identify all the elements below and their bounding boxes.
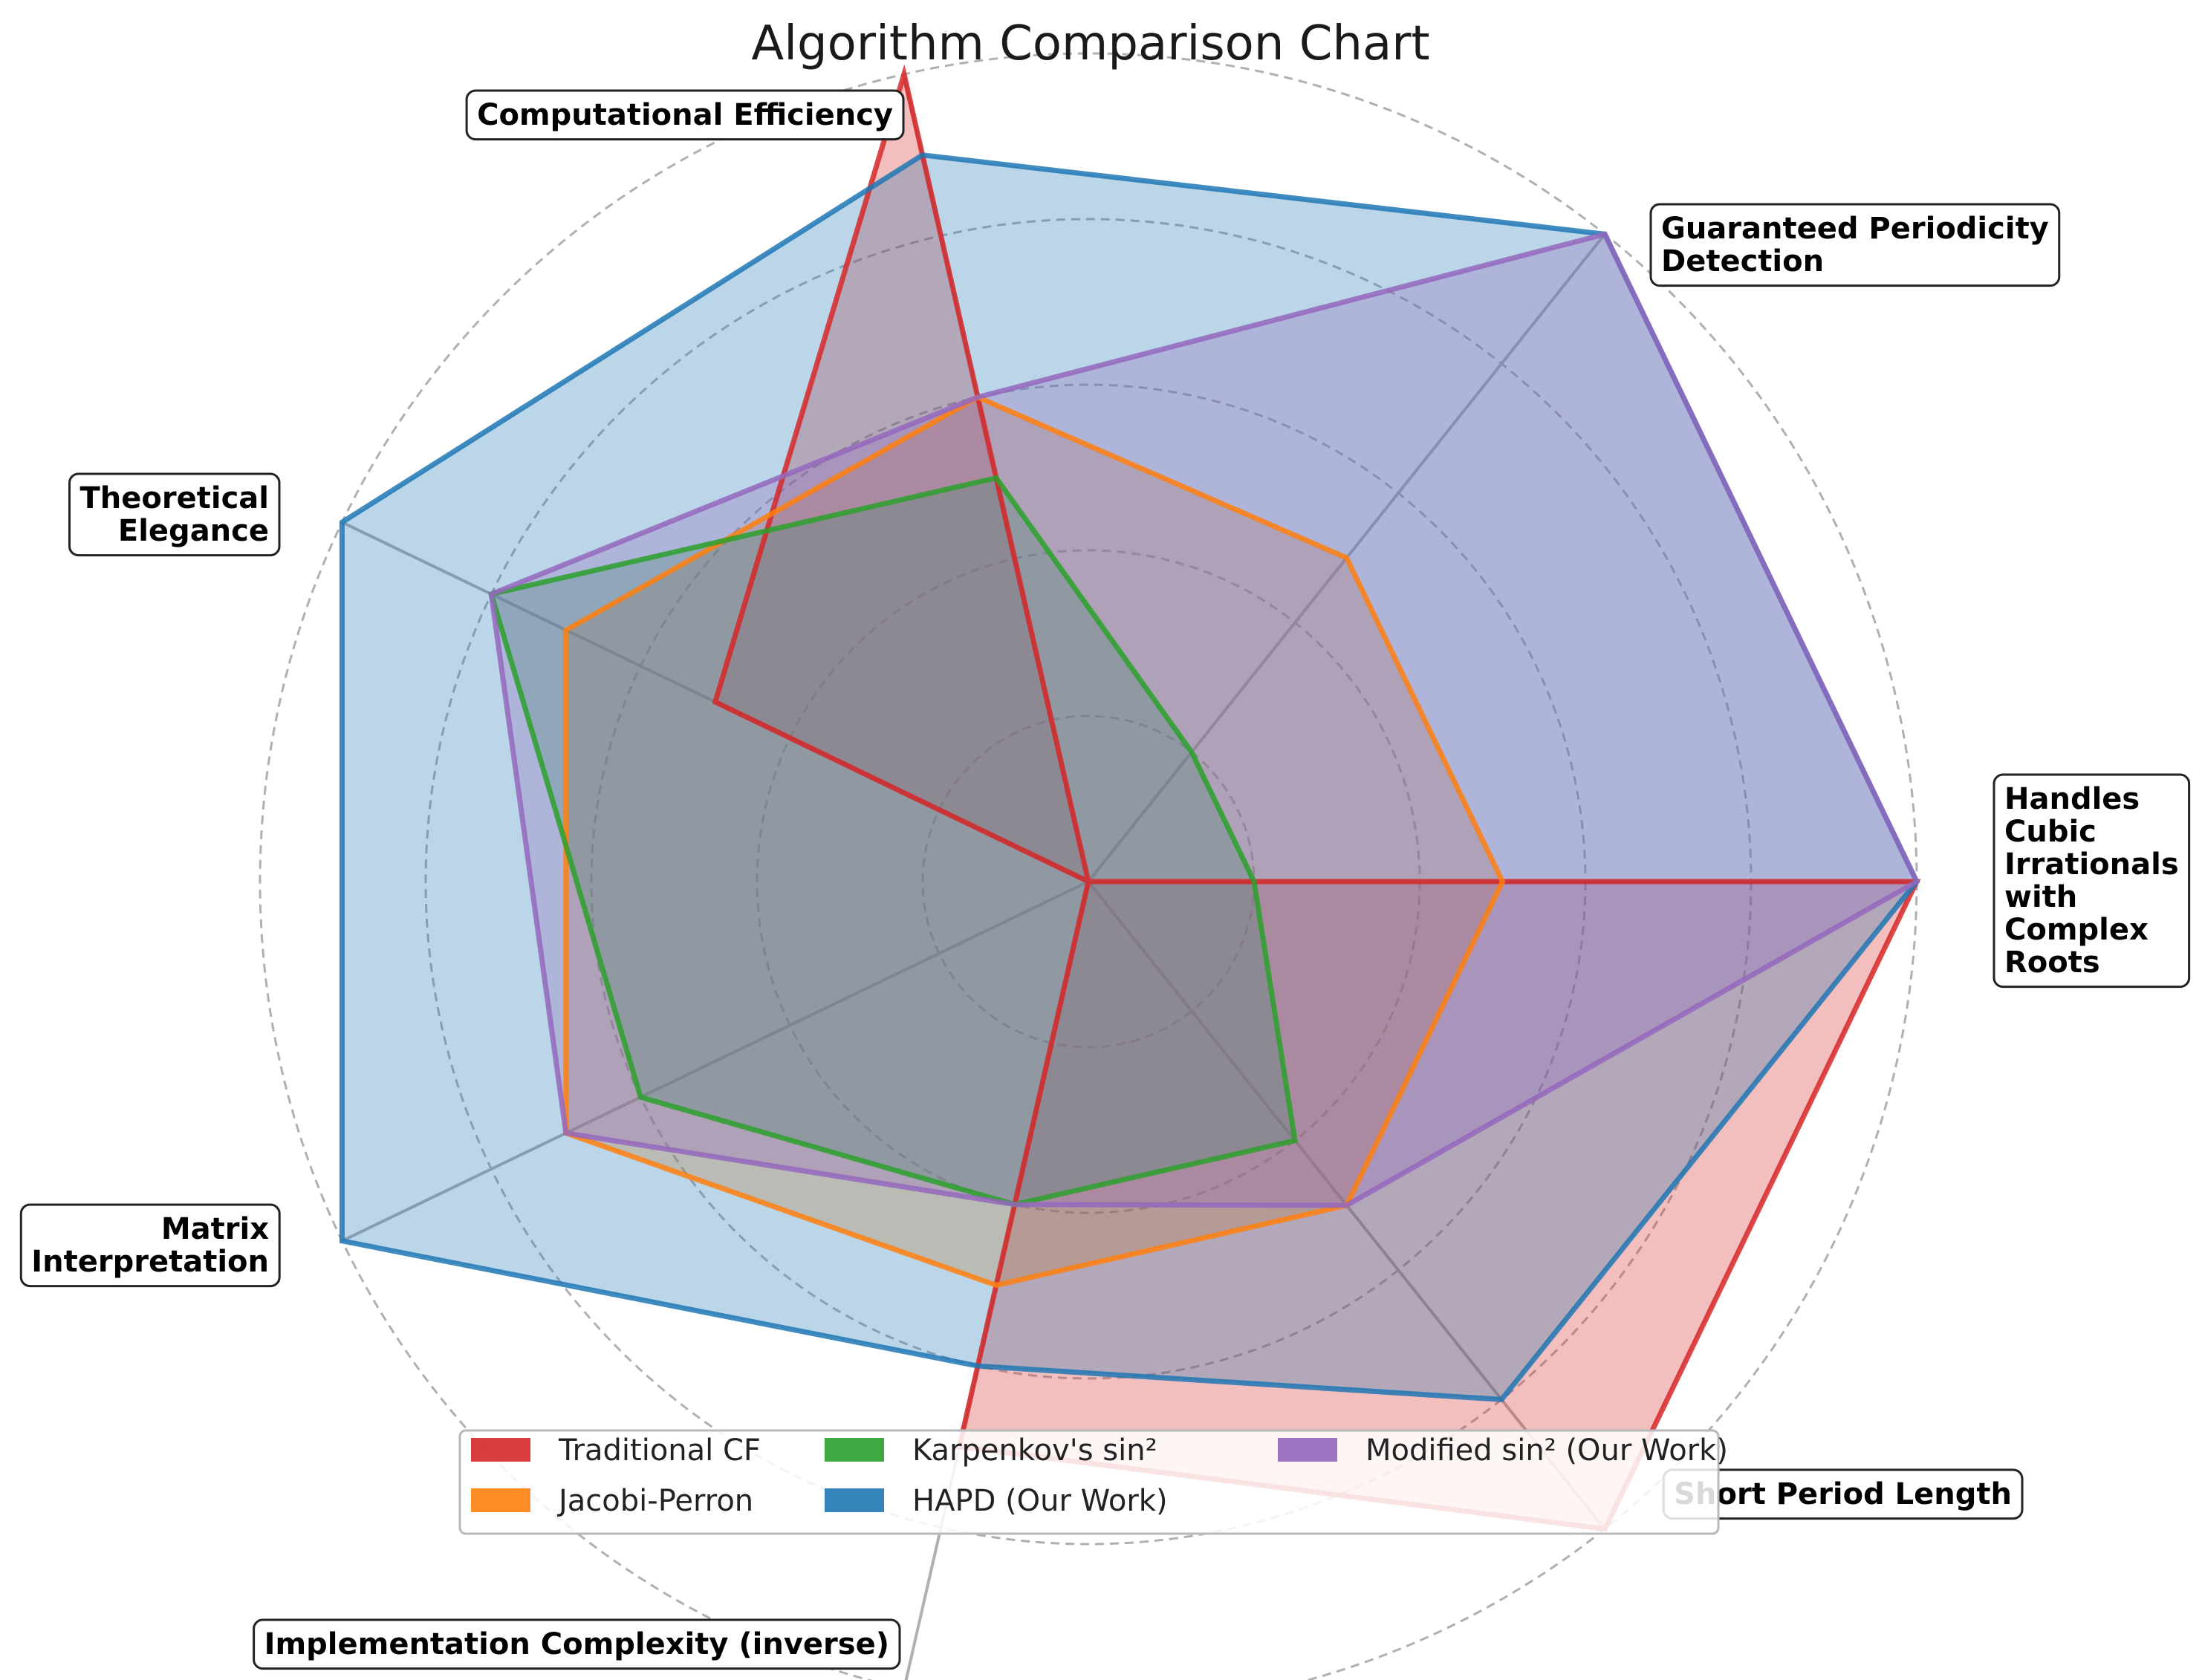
series-line — [487, 475, 1299, 1208]
axis-label-text: Matrix Interpretation — [31, 1212, 269, 1279]
axis-label-4: Matrix Interpretation — [19, 1203, 281, 1288]
axis-label-text: Implementation Complexity (inverse) — [264, 1627, 889, 1661]
legend-label: HAPD (Our Work) — [912, 1484, 1168, 1518]
legend-swatch — [825, 1438, 884, 1462]
legend-swatch — [471, 1488, 530, 1512]
axis-label-text: Guaranteed Periodicity Detection — [1661, 212, 2049, 279]
series-fill — [565, 397, 1503, 1286]
legend-swatch — [1278, 1438, 1337, 1462]
legend-label: Traditional CF — [558, 1433, 761, 1468]
axis-label-box — [253, 1618, 901, 1670]
axis-spoke — [341, 880, 1089, 1243]
series-line — [563, 394, 1506, 1289]
series-fill — [715, 74, 1917, 1529]
legend-swatch — [471, 1438, 530, 1462]
axis-label-box — [68, 472, 281, 557]
legend-item: Karpenkov's sin² — [825, 1433, 1157, 1468]
axis-label-text: Computational Efficiency — [477, 98, 893, 132]
legend-swatch — [825, 1488, 884, 1512]
axis-label-box — [1649, 203, 2061, 287]
legend: Traditional CF Jacobi-Perron Karpenkov's s… — [458, 1429, 1728, 1535]
series-fill — [491, 234, 1917, 1205]
axis-label-2: Computational Efficiency — [465, 89, 905, 141]
axis-labels: Handles Cubic Irrationals with Complex Roots G… — [19, 89, 2191, 1670]
legend-item: Modified sin² (Our Work) — [1278, 1433, 1728, 1468]
legend-item: HAPD (Our Work) — [825, 1484, 1168, 1518]
radar-series — [339, 64, 1921, 1532]
axis-label-3: Theoretical Elegance — [68, 472, 281, 557]
chart-title: Algorithm Comparison Chart — [751, 16, 1429, 71]
axis-label-box — [465, 89, 905, 141]
legend-label: Jacobi-Perron — [556, 1484, 753, 1518]
series-line — [488, 231, 1920, 1208]
axis-label-text: Short Period Length — [1674, 1477, 2012, 1511]
axis-label-5: Implementation Complexity (inverse) — [253, 1618, 901, 1670]
series-fill — [491, 478, 1296, 1205]
axis-label-0: Handles Cubic Irrationals with Complex Roots — [1992, 773, 2191, 989]
axis-label-box — [19, 1203, 281, 1288]
legend-box — [458, 1429, 1720, 1535]
series-line — [339, 152, 1920, 1403]
legend-label: Karpenkov's sin² — [912, 1433, 1157, 1468]
legend-item: Jacobi-Perron — [471, 1484, 753, 1518]
legend-item: Traditional CF — [471, 1433, 761, 1468]
axis-label-text: Theoretical Elegance — [80, 481, 269, 548]
series-fill — [342, 154, 1917, 1400]
axis-label-1: Guaranteed Periodicity Detection — [1649, 203, 2061, 287]
axis-label-6: Short Period Length — [1662, 1468, 2024, 1520]
legend-label: Modified sin² (Our Work) — [1365, 1433, 1728, 1468]
axis-label-box — [1992, 773, 2191, 989]
axis-label-text: Handles Cubic Irrationals with Complex Roots — [2004, 782, 2179, 980]
